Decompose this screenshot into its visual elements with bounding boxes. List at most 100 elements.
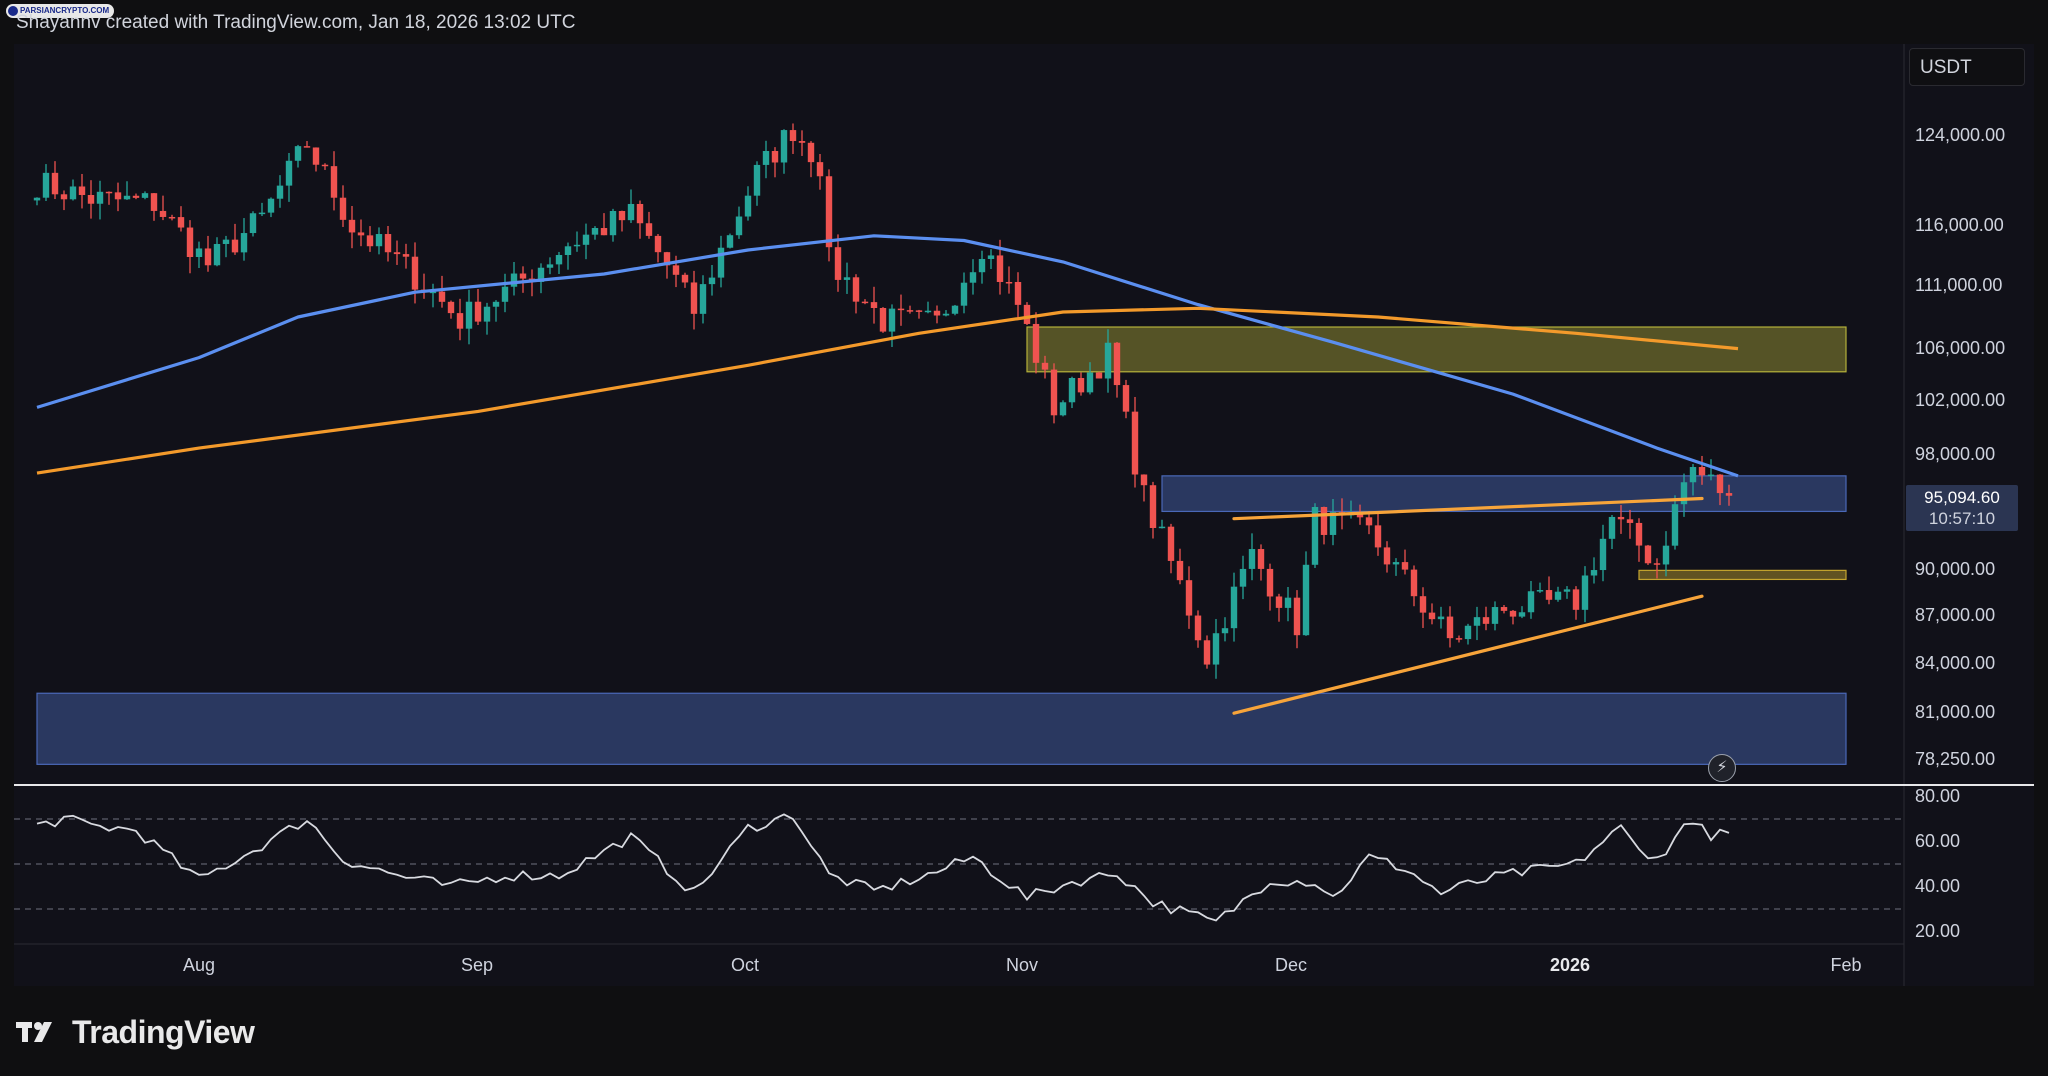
candle-body <box>519 273 527 279</box>
candle-body <box>1311 506 1319 565</box>
candle-body <box>1131 411 1139 475</box>
candle-body <box>564 246 572 256</box>
candle-body <box>969 272 977 283</box>
candle-body <box>780 130 788 163</box>
candle-body <box>1122 385 1130 412</box>
candle-body <box>708 277 716 285</box>
candle-body <box>1194 615 1202 641</box>
candle-body <box>1365 517 1373 526</box>
candle-body <box>384 234 392 253</box>
candle-body <box>1149 485 1157 528</box>
candle-body <box>681 274 689 283</box>
candle-body <box>645 223 653 236</box>
candle-body <box>69 186 77 200</box>
chart-frame[interactable] <box>14 44 2034 986</box>
candle-body <box>132 195 140 198</box>
candle-body <box>1221 628 1229 634</box>
candle-body <box>1113 342 1121 386</box>
candle-body <box>1662 545 1670 565</box>
candle-body <box>456 313 464 329</box>
candle-body <box>1473 617 1481 626</box>
price-tick-label: 78,250.00 <box>1915 749 1996 769</box>
candle-body <box>582 234 590 245</box>
candle-body <box>204 248 212 266</box>
candle-body <box>1482 617 1490 624</box>
candle-body <box>1599 538 1607 571</box>
candle-body <box>870 302 878 308</box>
price-pane[interactable] <box>33 123 1847 765</box>
candle-body <box>627 203 635 221</box>
currency-selector[interactable]: USDT <box>1909 48 2025 86</box>
time-tick-label: Oct <box>730 955 760 975</box>
candle-body <box>1635 522 1643 546</box>
logo-icon <box>8 6 18 16</box>
candle-body <box>321 164 329 167</box>
candle-body <box>231 239 239 253</box>
candle-body <box>690 282 698 314</box>
candle-body <box>1248 549 1256 569</box>
zone-2 <box>1638 569 1847 581</box>
zone-3 <box>36 692 1847 765</box>
candle-body <box>1428 612 1436 620</box>
candle-body <box>591 228 599 235</box>
candle-body <box>51 172 59 195</box>
candle-body <box>474 301 482 322</box>
candle-body <box>33 197 41 201</box>
candle-body <box>1302 564 1310 636</box>
trendline-0 <box>1232 496 1704 521</box>
zone-0 <box>1026 326 1847 373</box>
candle-body <box>1041 362 1049 370</box>
candle-body <box>600 228 608 236</box>
candle-body <box>735 216 743 236</box>
candle-body <box>915 310 923 312</box>
price-tick-label: 98,000.00 <box>1915 443 1996 464</box>
candle-body <box>1671 504 1679 546</box>
candle-body <box>996 255 1004 282</box>
candles <box>33 123 1733 679</box>
candle-body <box>807 142 815 163</box>
candle-body <box>1284 597 1292 608</box>
candle-body <box>411 256 419 290</box>
candle-body <box>1383 547 1391 565</box>
candle-body <box>1104 342 1112 379</box>
candle-body <box>1140 474 1148 486</box>
candle-body <box>1689 467 1697 483</box>
rsi-pane[interactable] <box>14 813 1904 922</box>
candle-body <box>753 164 761 196</box>
candle-body <box>501 286 509 302</box>
candle-body <box>1410 569 1418 597</box>
candle-body <box>213 243 221 266</box>
candle-body <box>1275 596 1283 608</box>
candle-body <box>348 219 356 233</box>
price-tick-label: 102,000.00 <box>1915 389 2006 410</box>
candle-body <box>1455 638 1463 640</box>
candle-body <box>906 310 914 312</box>
candle-body <box>393 252 401 255</box>
candle-body <box>546 264 554 268</box>
candle-body <box>1059 402 1067 416</box>
candle-body <box>1446 616 1454 639</box>
candle-body <box>1527 591 1535 613</box>
time-tick-label: Dec <box>1274 955 1308 975</box>
candle-body <box>168 216 176 219</box>
bar-countdown: 10:57:10 <box>1928 509 1996 528</box>
candle-body <box>222 239 230 244</box>
lightning-icon[interactable]: ⚡ <box>1708 754 1736 782</box>
candle-body <box>1176 560 1184 581</box>
candle-body <box>294 146 302 161</box>
candle-body <box>150 193 158 211</box>
candle-body <box>726 235 734 248</box>
candle-body <box>897 308 905 311</box>
time-tick-label: 2026 <box>1549 955 1591 975</box>
candle-body <box>258 212 266 215</box>
logo-text: PARSIANCRYPTO.COM <box>20 6 110 15</box>
candle-body <box>1707 474 1715 477</box>
candle-body <box>87 194 95 204</box>
candle-body <box>771 151 779 163</box>
candle-body <box>312 147 320 165</box>
candle-body <box>1590 570 1598 576</box>
candle-body <box>1563 589 1571 592</box>
candle-body <box>339 197 347 220</box>
candle-body <box>1545 590 1553 600</box>
